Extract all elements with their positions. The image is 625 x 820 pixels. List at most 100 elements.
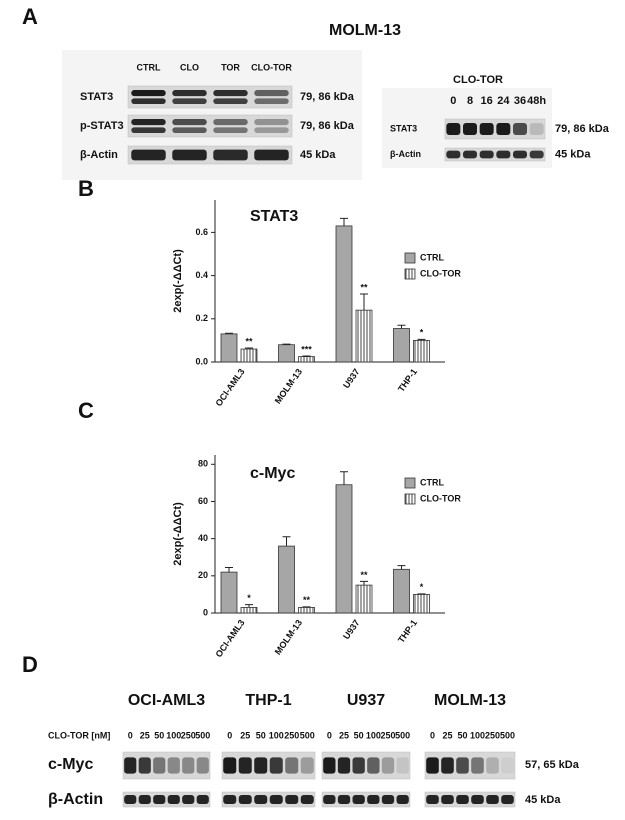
blot-band — [501, 757, 514, 774]
significance: *** — [301, 344, 312, 354]
blot-band — [254, 118, 289, 126]
blot-background — [127, 114, 293, 138]
blot-label: 50 — [354, 730, 364, 740]
blot-band — [131, 89, 166, 97]
blot-label: 100 — [269, 730, 284, 740]
error-bar — [302, 606, 311, 608]
blot-band — [441, 757, 454, 774]
blot-band — [153, 757, 166, 774]
error-bar — [360, 293, 368, 311]
blot-band — [456, 795, 469, 804]
blot-label: 250 — [380, 730, 395, 740]
blot-background — [127, 145, 293, 165]
blot-label: 45 kDa — [555, 148, 591, 160]
blot-band — [486, 795, 499, 804]
error-bar — [417, 593, 426, 595]
error-bar — [397, 324, 406, 329]
blot-background — [221, 751, 316, 780]
blot-background — [424, 751, 516, 780]
blot-band — [138, 795, 151, 804]
blot-band — [426, 795, 439, 804]
blot-background — [127, 85, 293, 109]
blot-band — [223, 795, 237, 804]
blot-background — [321, 751, 411, 780]
blot-band — [269, 757, 283, 774]
blot-band — [269, 795, 283, 804]
bar — [298, 356, 315, 363]
blot-label: 8 — [467, 95, 473, 107]
blot-label: β-Actin — [80, 149, 118, 161]
blot-label: 79, 86 kDa — [555, 123, 610, 135]
blot-label: β-Actin — [48, 791, 103, 808]
blot-band — [124, 795, 137, 804]
blot-band — [529, 150, 544, 159]
blot-band — [323, 757, 336, 774]
blot-band — [238, 757, 252, 774]
significance: * — [247, 593, 251, 603]
significance: * — [420, 582, 424, 592]
blot-label: TOR — [221, 62, 240, 72]
y-tick-label: 80 — [198, 459, 208, 469]
blot-band — [352, 757, 365, 774]
blot-label: c-Myc — [48, 756, 93, 773]
blot-band — [501, 795, 514, 804]
error-bar — [417, 338, 426, 341]
blot-label: β-Actin — [390, 149, 421, 159]
blot-band — [441, 795, 454, 804]
blot-band — [381, 795, 395, 804]
blot-band — [213, 149, 248, 161]
blot-band — [254, 89, 289, 97]
blot-label: 24 — [497, 95, 510, 107]
blot-band — [352, 795, 365, 804]
blot-band — [172, 127, 207, 134]
blot-band — [138, 757, 151, 774]
blot-band — [182, 795, 195, 804]
blot-band — [300, 757, 314, 774]
legend-swatch — [404, 268, 416, 280]
blot-label: 250 — [181, 730, 196, 740]
blot-band — [167, 795, 180, 804]
panel-label: A — [22, 4, 38, 29]
blot-label: 100 — [166, 730, 181, 740]
legend-label: CLO-TOR — [420, 493, 461, 503]
blot-band — [446, 150, 461, 159]
bar — [393, 568, 410, 614]
blot-band — [396, 795, 409, 804]
y-tick-label: 0 — [203, 607, 208, 617]
bar — [240, 607, 258, 614]
blot-band — [486, 757, 499, 774]
blot-label: 36 — [514, 95, 526, 107]
blot-background — [122, 751, 211, 780]
blot-band — [381, 757, 395, 774]
blot-label: 500 — [500, 730, 515, 740]
blot-band — [213, 98, 248, 105]
blot-band — [213, 118, 248, 126]
bar — [393, 328, 410, 363]
x-tick-label: OCI-AML3 — [213, 618, 246, 659]
bar — [413, 339, 430, 363]
blot-label: CTRL — [137, 62, 161, 72]
blot-band — [124, 757, 137, 774]
blot-band — [456, 757, 469, 774]
blot-band — [131, 127, 166, 134]
treatment-label: CLO-TOR [nM] — [48, 730, 110, 740]
legend-swatch — [404, 252, 416, 264]
bar — [220, 571, 238, 614]
blot-band — [131, 118, 166, 126]
blot-band — [254, 757, 268, 774]
blot-band — [323, 795, 336, 804]
blot-label: 250 — [485, 730, 500, 740]
blot-band — [131, 149, 166, 161]
blot-band — [479, 150, 494, 159]
bar — [355, 584, 373, 614]
error-bar — [340, 217, 348, 226]
blot-band — [167, 757, 180, 774]
bar — [240, 348, 258, 363]
cell-line-title: MOLM-13 — [434, 692, 506, 709]
blot-band — [254, 149, 289, 161]
blot-label: 48h — [527, 95, 546, 107]
error-bar — [245, 347, 253, 350]
blot-label: 16 — [481, 95, 493, 107]
blot-label: 45 kDa — [300, 149, 336, 161]
error-bar — [302, 355, 311, 357]
